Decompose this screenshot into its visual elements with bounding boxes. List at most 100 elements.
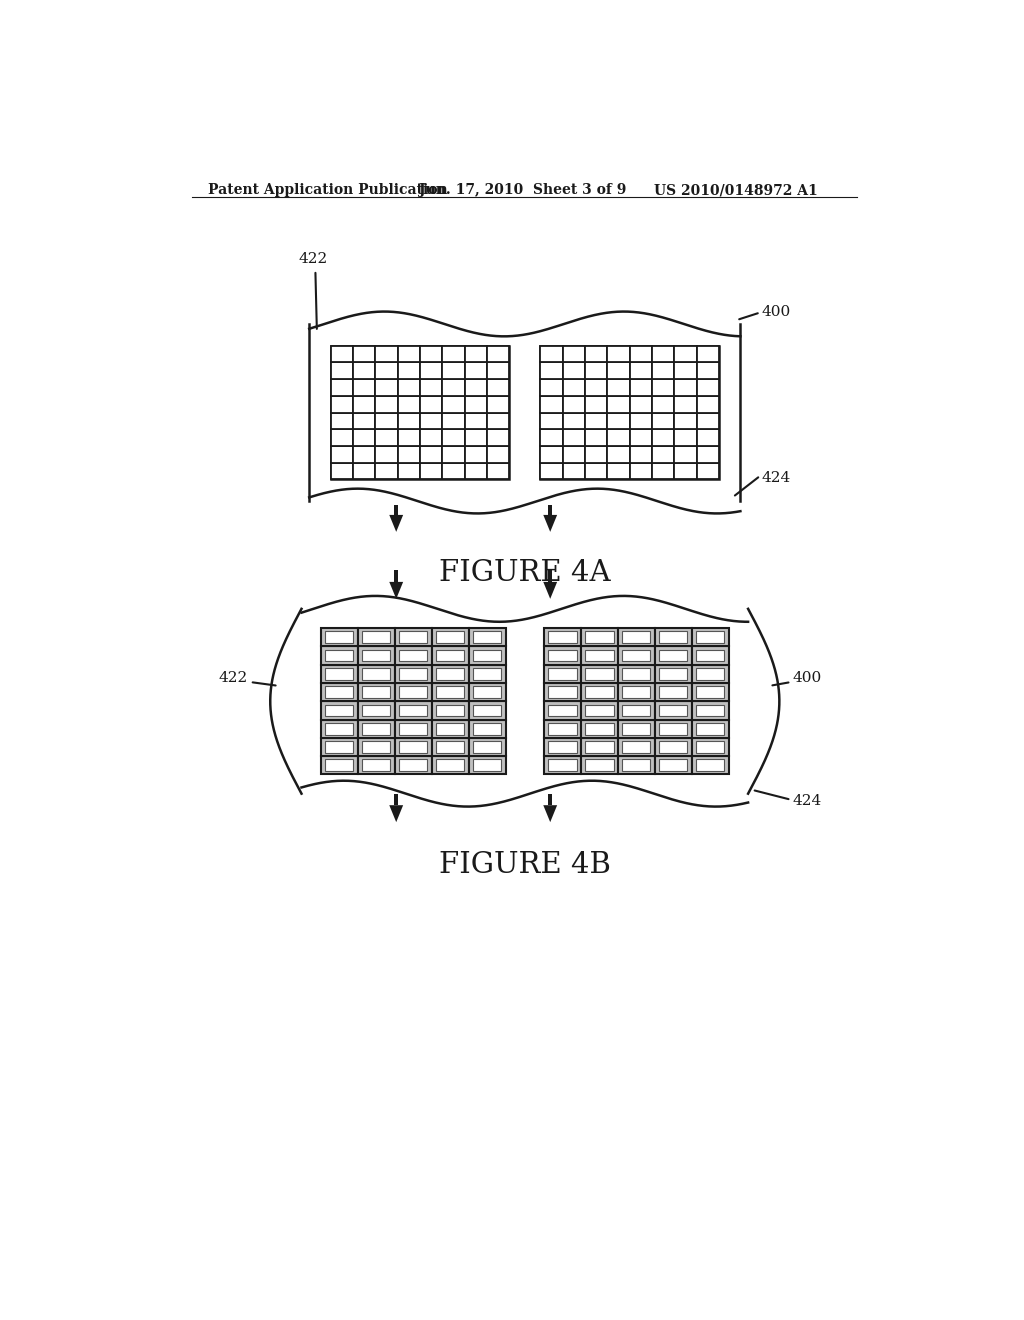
Bar [394,665,432,682]
Bar [607,362,630,379]
Bar [696,463,719,479]
Bar [562,346,585,362]
Bar [432,682,469,701]
Bar [623,631,650,643]
Bar [630,463,652,479]
Bar [607,446,630,463]
Text: Patent Application Publication: Patent Application Publication [208,183,447,197]
Bar [607,346,630,362]
Bar [420,429,442,446]
Bar [674,463,696,479]
Bar [357,647,394,665]
Bar [465,396,487,412]
Bar [652,413,674,429]
Bar [623,723,650,734]
Bar [309,323,740,502]
Bar [357,628,394,647]
Bar [581,756,617,775]
Bar [659,723,687,734]
Bar [436,686,464,698]
Bar [549,686,577,698]
Bar [436,631,464,643]
Bar [581,701,617,719]
Bar [321,628,357,647]
Bar [652,446,674,463]
Bar [696,631,724,643]
Bar [586,668,613,680]
Bar [623,649,650,661]
Bar [469,682,506,701]
Bar [469,738,506,756]
Bar [397,362,420,379]
Bar [581,738,617,756]
Bar [362,668,390,680]
Bar [442,396,465,412]
Bar [353,446,376,463]
Bar [321,756,357,775]
Bar [623,668,650,680]
Bar [541,446,562,463]
Bar [696,705,724,717]
Bar [541,463,562,479]
Bar [399,668,427,680]
Bar [436,759,464,771]
Bar [331,379,353,396]
Bar [581,719,617,738]
Text: 424: 424 [762,471,792,484]
Bar [630,379,652,396]
Bar [674,346,696,362]
Bar [353,396,376,412]
Bar [692,647,729,665]
Bar [696,686,724,698]
Bar [436,723,464,734]
Bar [696,429,719,446]
Bar [487,379,509,396]
Bar [541,362,562,379]
Bar [397,413,420,429]
Bar [617,738,655,756]
Bar [420,463,442,479]
Bar [544,665,581,682]
Bar [353,379,376,396]
Bar [469,665,506,682]
Bar [630,362,652,379]
Bar [581,665,617,682]
Bar [394,738,432,756]
Bar [465,346,487,362]
Bar [326,631,353,643]
Bar [362,686,390,698]
Bar [394,756,432,775]
Bar [652,346,674,362]
Bar [442,362,465,379]
Bar [617,756,655,775]
Bar [397,429,420,446]
Bar [548,570,552,582]
Bar [362,631,390,643]
Bar [436,668,464,680]
Bar [321,701,357,719]
Bar [562,446,585,463]
Bar [541,429,562,446]
Bar [607,396,630,412]
Bar [353,413,376,429]
Bar [674,379,696,396]
Bar [399,686,427,698]
Bar [692,665,729,682]
Bar [399,759,427,771]
Bar [442,446,465,463]
Text: FIGURE 4A: FIGURE 4A [439,558,610,587]
Bar [321,665,357,682]
Bar [326,741,353,752]
Bar [585,362,607,379]
Bar [652,396,674,412]
Bar [487,362,509,379]
Bar [549,649,577,661]
Bar [394,793,398,805]
Bar [362,741,390,752]
Bar [465,463,487,479]
Bar [674,362,696,379]
Bar [659,686,687,698]
Bar [585,396,607,412]
Bar [397,346,420,362]
Bar [562,396,585,412]
